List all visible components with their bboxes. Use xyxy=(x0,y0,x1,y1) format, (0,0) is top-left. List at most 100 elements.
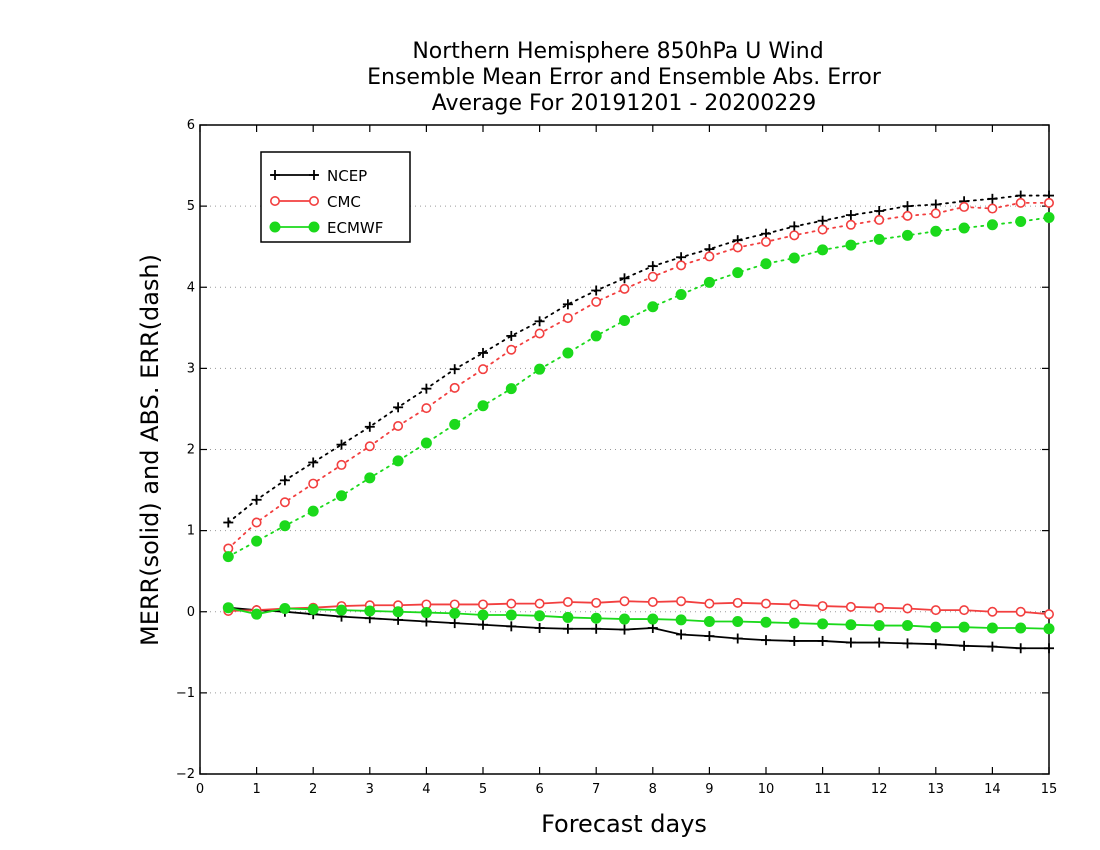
abs-err-point-cmc xyxy=(364,441,375,452)
abs-err-point-cmc xyxy=(619,283,630,294)
x-axis-label: Forecast days xyxy=(541,810,707,838)
abs-err-point-ncep xyxy=(789,221,800,232)
abs-err-point-ncep xyxy=(251,494,262,505)
abs-err-point-ncep xyxy=(619,273,630,284)
merr-point-ncep xyxy=(591,623,602,634)
x-tick-label: 2 xyxy=(309,782,317,797)
abs-err-point-ecmwf xyxy=(675,289,687,301)
merr-point-ecmwf xyxy=(619,613,630,625)
merr-point-ecmwf xyxy=(222,602,234,614)
abs-err-point-ecmwf xyxy=(788,252,800,264)
abs-err-point-cmc xyxy=(789,230,800,241)
merr-point-ecmwf xyxy=(845,619,857,631)
merr-point-cmc xyxy=(591,597,602,608)
series-cmc xyxy=(223,197,1055,620)
y-tick-label: −2 xyxy=(176,767,195,782)
abs-err-point-cmc xyxy=(393,420,404,431)
merr-point-cmc xyxy=(619,596,630,607)
legend-label-ecmwf: ECMWF xyxy=(327,219,383,237)
merr-point-ecmwf xyxy=(930,621,942,633)
merr-point-ncep xyxy=(704,631,715,642)
abs-err-point-ncep xyxy=(647,261,658,272)
abs-err-point-ecmwf xyxy=(1015,216,1027,228)
merr-point-cmc xyxy=(449,599,460,610)
merr-point-ecmwf xyxy=(251,608,263,620)
abs-err-point-ncep xyxy=(449,364,460,375)
x-tick-label: 10 xyxy=(758,782,775,797)
abs-err-point-ecmwf xyxy=(619,315,630,327)
abs-err-line-ecmwf xyxy=(227,216,1050,558)
abs-err-point-ncep xyxy=(506,330,517,341)
abs-err-line-cmc xyxy=(227,201,1050,550)
abs-err-point-ecmwf xyxy=(958,222,970,234)
merr-point-ncep xyxy=(789,635,800,646)
merr-point-ecmwf xyxy=(703,615,715,627)
abs-err-point-cmc xyxy=(930,208,941,219)
merr-point-ncep xyxy=(449,618,460,629)
merr-point-cmc xyxy=(1015,606,1026,617)
abs-err-point-ecmwf xyxy=(590,330,602,342)
abs-err-point-ncep xyxy=(308,457,319,468)
merr-point-ncep xyxy=(761,635,771,646)
merr-point-cmc xyxy=(789,599,800,610)
abs-err-point-cmc xyxy=(562,313,573,324)
abs-err-point-ecmwf xyxy=(222,551,234,563)
merr-point-cmc xyxy=(1044,609,1055,620)
merr-point-cmc xyxy=(845,601,856,612)
abs-err-point-cmc xyxy=(477,364,488,375)
x-axis: 0 1 2 3 4 5 6 7 8 9 10 11 12 13 14 15 xyxy=(196,125,1057,797)
chart-title: Northern Hemisphere 850hPa U Wind Ensemb… xyxy=(367,39,882,116)
abs-err-point-ncep xyxy=(817,215,828,226)
series-ecmwf xyxy=(222,211,1055,635)
merr-point-ncep xyxy=(534,622,545,633)
merr-point-ncep xyxy=(478,619,488,630)
merr-point-ecmwf xyxy=(902,620,913,632)
merr-point-cmc xyxy=(959,605,970,616)
merr-line-ncep xyxy=(228,606,1049,650)
merr-point-ncep xyxy=(817,635,828,646)
abs-err-point-ncep xyxy=(279,475,290,486)
legend-label-cmc: CMC xyxy=(327,193,361,211)
merr-point-ncep xyxy=(647,622,658,633)
abs-err-point-ecmwf xyxy=(562,347,574,359)
merr-point-ecmwf xyxy=(336,604,347,616)
legend-item-ncep: NCEP xyxy=(270,167,367,185)
merr-point-cmc xyxy=(704,598,715,609)
abs-err-point-ecmwf xyxy=(845,239,857,251)
abs-err-point-ecmwf xyxy=(420,437,432,449)
merr-point-cmc xyxy=(817,601,828,612)
legend: NCEP CMC ECMWF xyxy=(260,151,411,243)
legend-label-ncep: NCEP xyxy=(327,167,367,185)
merr-point-cmc xyxy=(562,597,573,608)
abs-err-point-ncep xyxy=(591,285,602,296)
abs-err-point-ecmwf xyxy=(1043,211,1055,223)
merr-point-cmc xyxy=(902,603,913,614)
abs-err-point-cmc xyxy=(1044,197,1055,208)
abs-err-point-cmc xyxy=(279,497,290,508)
merr-point-ecmwf xyxy=(505,609,517,621)
x-tick-label: 12 xyxy=(871,782,888,797)
x-tick-label: 5 xyxy=(479,782,487,797)
abs-err-point-ecmwf xyxy=(364,472,376,484)
abs-err-point-ecmwf xyxy=(477,400,489,412)
abs-err-point-ecmwf xyxy=(279,520,291,532)
abs-err-point-cmc xyxy=(1015,197,1026,208)
abs-err-point-ecmwf xyxy=(817,244,829,256)
merr-point-ncep xyxy=(562,623,573,634)
abs-err-point-ecmwf xyxy=(392,455,404,467)
y-tick-label: 6 xyxy=(187,118,195,133)
abs-err-point-ecmwf xyxy=(505,383,517,395)
merr-point-ncep xyxy=(1015,643,1026,654)
title-line-3: Average For 20191201 - 20200229 xyxy=(432,91,817,116)
merr-point-ncep xyxy=(902,638,913,649)
merr-point-ecmwf xyxy=(675,614,687,626)
merr-point-ecmwf xyxy=(1043,623,1055,635)
legend-item-ecmwf: ECMWF xyxy=(269,219,383,237)
merr-point-ncep xyxy=(421,616,432,627)
merr-point-cmc xyxy=(987,606,998,617)
abs-err-point-ecmwf xyxy=(534,363,546,375)
abs-err-point-cmc xyxy=(902,210,913,221)
abs-err-point-ecmwf xyxy=(732,267,744,279)
x-tick-label: 13 xyxy=(928,782,945,797)
merr-point-cmc xyxy=(930,605,941,616)
